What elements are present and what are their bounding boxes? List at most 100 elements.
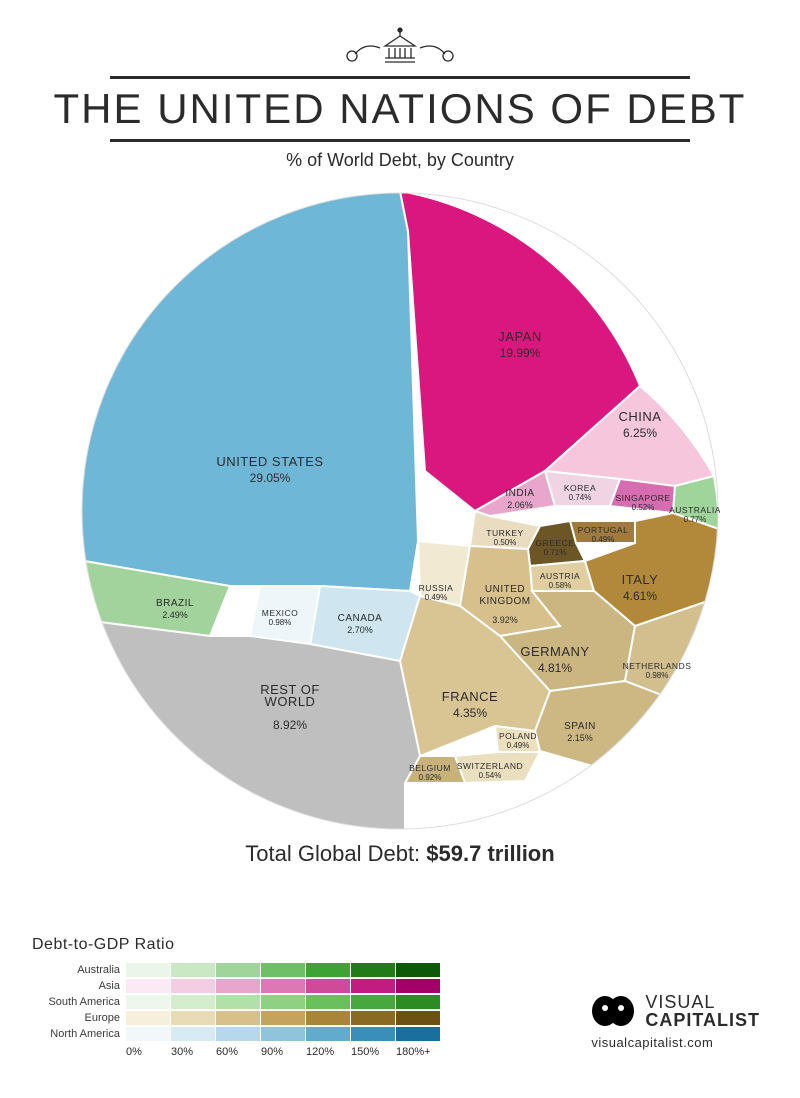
pct-switzerland: 0.54% — [479, 771, 502, 780]
pct-austria: 0.58% — [549, 581, 572, 590]
pct-belgium: 0.92% — [419, 773, 442, 782]
label-greece: GREECE — [536, 538, 575, 548]
legend-swatch — [126, 963, 170, 977]
pct-india: 2.06% — [507, 500, 533, 510]
pct-canada: 2.70% — [347, 625, 373, 635]
legend-swatch — [396, 1011, 440, 1025]
pct-turkey: 0.50% — [494, 538, 517, 547]
label-india: INDIA — [505, 488, 534, 499]
legend-row-europe: Europe — [32, 1010, 441, 1026]
page-subtitle: % of World Debt, by Country — [0, 150, 800, 171]
legend-swatch — [261, 979, 305, 993]
legend-swatch — [351, 1027, 395, 1041]
pct-korea: 0.74% — [569, 493, 592, 502]
pct-poland: 0.49% — [507, 741, 530, 750]
legend-swatch — [171, 1011, 215, 1025]
pct-united-states: 29.05% — [250, 471, 291, 485]
pct-united-kingdom: 3.92% — [492, 615, 518, 625]
total-label: Total Global Debt: — [245, 841, 420, 866]
label-singapore: SINGAPORE — [615, 493, 670, 503]
pct-japan: 19.99% — [500, 346, 541, 360]
pct-greece: 0.71% — [544, 548, 567, 557]
legend-row-south-america: South America — [32, 994, 441, 1010]
label-netherlands: NETHERLANDS — [623, 661, 692, 671]
pct-portugal: 0.49% — [592, 535, 615, 544]
pct-australia: 0.77% — [684, 515, 707, 524]
legend-region-label: North America — [32, 1028, 126, 1040]
legend-swatch — [171, 1027, 215, 1041]
legend-scale: 0%30%60%90%120%150%180%+ — [126, 1046, 441, 1058]
label-italy: ITALY — [622, 572, 659, 587]
label-japan: JAPAN — [498, 329, 541, 344]
pct-brazil: 2.49% — [162, 610, 188, 620]
legend-swatch — [216, 979, 260, 993]
brand-logo-icon — [591, 994, 635, 1028]
pct-italy: 4.61% — [623, 589, 657, 603]
legend-swatch — [396, 1027, 440, 1041]
pct-germany: 4.81% — [538, 661, 572, 675]
header-decor-icon — [0, 24, 800, 70]
country-spain — [535, 681, 677, 771]
legend-swatch — [306, 979, 350, 993]
label-spain: SPAIN — [564, 721, 596, 732]
label-switzerland: SWITZERLAND — [457, 761, 523, 771]
label-china: CHINA — [619, 409, 662, 424]
svg-text:KINGDOM: KINGDOM — [479, 596, 530, 607]
legend-region-label: Europe — [32, 1012, 126, 1024]
brand-url: visualcapitalist.com — [591, 1035, 760, 1050]
legend-swatch — [126, 979, 170, 993]
svg-text:WORLD: WORLD — [265, 694, 316, 709]
label-korea: KOREA — [564, 483, 596, 493]
legend-swatch — [351, 1011, 395, 1025]
label-poland: POLAND — [499, 731, 537, 741]
label-portugal: PORTUGAL — [578, 525, 629, 535]
legend-swatch — [306, 1027, 350, 1041]
label-austria: AUSTRIA — [540, 571, 580, 581]
legend-region-label: Australia — [32, 964, 126, 976]
pct-france: 4.35% — [453, 706, 487, 720]
pct-spain: 2.15% — [567, 733, 593, 743]
legend-swatch — [126, 1011, 170, 1025]
label-france: FRANCE — [442, 689, 498, 704]
legend-scale-tick: 60% — [216, 1046, 261, 1058]
pct-netherlands: 0.98% — [646, 671, 669, 680]
legend-swatch — [171, 963, 215, 977]
legend-swatch — [351, 963, 395, 977]
legend-swatch — [216, 995, 260, 1009]
legend-swatch — [261, 1027, 305, 1041]
legend-swatch — [306, 1011, 350, 1025]
legend-scale-tick: 120% — [306, 1046, 351, 1058]
legend-scale-tick: 0% — [126, 1046, 171, 1058]
legend-swatch — [171, 979, 215, 993]
legend-swatch — [261, 995, 305, 1009]
header: THE UNITED NATIONS OF DEBT % of World De… — [0, 0, 800, 171]
legend-swatch — [216, 1011, 260, 1025]
label-canada: CANADA — [338, 613, 383, 624]
legend-swatch — [306, 963, 350, 977]
label-russia: RUSSIA — [419, 583, 454, 593]
label-belgium: BELGIUM — [409, 763, 451, 773]
total-line: Total Global Debt: $59.7 trillion — [0, 841, 800, 867]
legend-region-label: South America — [32, 996, 126, 1008]
legend-swatch — [351, 979, 395, 993]
legend: Debt-to-GDP Ratio Australia Asia South Ame… — [32, 936, 441, 1058]
legend-scale-tick: 90% — [261, 1046, 306, 1058]
pct-mexico: 0.98% — [269, 618, 292, 627]
pct-rest-of-world: 8.92% — [273, 718, 307, 732]
debt-chart: UNITED STATES29.05%JAPAN19.99%CHINA6.25%… — [80, 191, 720, 831]
brand-name-2: CAPITALIST — [645, 1010, 760, 1030]
legend-swatch — [261, 1011, 305, 1025]
pct-singapore: 0.52% — [632, 503, 655, 512]
label-turkey: TURKEY — [486, 528, 523, 538]
legend-scale-tick: 30% — [171, 1046, 216, 1058]
legend-row-asia: Asia — [32, 978, 441, 994]
legend-swatch — [171, 995, 215, 1009]
header-rule-bottom — [110, 139, 690, 142]
legend-row-north-america: North America — [32, 1026, 441, 1042]
page-title: THE UNITED NATIONS OF DEBT — [0, 85, 800, 133]
svg-text:UNITED: UNITED — [485, 584, 525, 595]
legend-swatch — [126, 1027, 170, 1041]
pct-russia: 0.49% — [425, 593, 448, 602]
legend-title: Debt-to-GDP Ratio — [32, 936, 441, 954]
legend-region-label: Asia — [32, 980, 126, 992]
